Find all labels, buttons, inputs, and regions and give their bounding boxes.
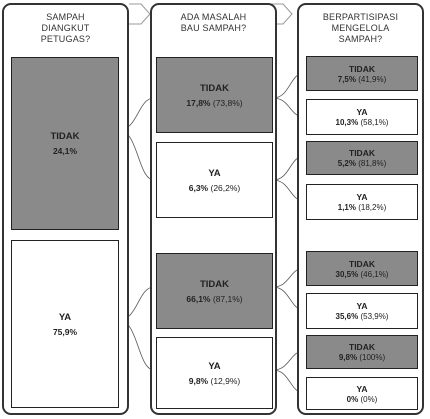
column-title-text: BERPARTISIPASI MENGELOLA SAMPAH? [322, 12, 399, 44]
node-label: YA [208, 167, 221, 179]
node-value-main: 30,5% [335, 269, 359, 279]
node-label: TIDAK [349, 258, 375, 269]
l1-ya-node: YA 75,9% [11, 240, 119, 408]
column-title-petugas: SAMPAH DIANGKUT PETUGAS? [2, 12, 129, 45]
node-value: 1,1% (18,2%) [338, 203, 386, 212]
l3-node-5: TIDAK 30,5% (46,1%) [306, 251, 418, 286]
node-value-sub: (87,1%) [212, 293, 243, 304]
node-label: YA [208, 360, 221, 372]
node-value: 5,2% (81,8%) [338, 159, 386, 168]
column-title-bau: ADA MASALAH BAU SAMPAH? [150, 12, 277, 34]
node-value: 9,8% (100%) [339, 353, 385, 362]
node-label: TIDAK [349, 63, 375, 74]
node-label: TIDAK [199, 82, 230, 94]
node-value: 9,8% (12,9%) [189, 376, 241, 386]
node-label: TIDAK [50, 131, 80, 142]
node-value-main: 24,1% [52, 146, 78, 156]
node-value-sub: (18,2%) [358, 203, 387, 212]
node-value: 66,1% (87,1%) [186, 294, 242, 304]
node-label: YA [356, 383, 368, 394]
node-value-sub: (81,8%) [358, 159, 387, 168]
node-value-sub: (53,9%) [360, 312, 389, 321]
column-title-text: ADA MASALAH BAU SAMPAH? [180, 12, 247, 33]
l2-node-2: YA 6,3% (26,2%) [156, 142, 273, 218]
l2-node-1: TIDAK 17,8% (73,8%) [156, 57, 273, 133]
node-value: 24,1% [53, 146, 77, 156]
node-label: TIDAK [199, 278, 230, 290]
node-value: 10,3% (58,1%) [336, 118, 389, 127]
node-value: 75,9% [53, 327, 77, 337]
l1-tidak-node: TIDAK 24,1% [11, 57, 119, 230]
l2-node-3: TIDAK 66,1% (87,1%) [156, 253, 273, 329]
node-label: YA [58, 311, 72, 323]
node-value-sub: (41,9%) [358, 74, 387, 84]
node-label: YA [356, 192, 368, 202]
node-value-main: 9,8% [188, 375, 209, 386]
node-value-sub: (0%) [360, 394, 378, 404]
column-arrow-1 [129, 3, 151, 25]
node-value-main: 6,3% [188, 182, 209, 193]
l3-node-2: YA 10,3% (58,1%) [306, 99, 418, 135]
node-value: 7,5% (41,9%) [338, 75, 386, 84]
l2-node-4: YA 9,8% (12,9%) [156, 337, 273, 409]
node-value-main: 10,3% [335, 118, 359, 127]
node-label: TIDAK [349, 342, 375, 352]
node-value-main: 75,9% [52, 326, 78, 337]
l3-node-7: TIDAK 9,8% (100%) [306, 335, 418, 369]
node-value: 35,6% (53,9%) [336, 312, 389, 321]
node-value-sub: (46,1%) [360, 269, 389, 279]
node-value-main: 7,5% [337, 74, 356, 84]
node-label: YA [356, 301, 368, 311]
node-value-sub: (100%) [359, 353, 386, 362]
node-value-main: 35,6% [335, 312, 359, 321]
l3-node-6: YA 35,6% (53,9%) [306, 293, 418, 329]
node-value-main: 17,8% [186, 97, 211, 108]
node-value: 6,3% (26,2%) [189, 183, 241, 193]
l3-node-3: TIDAK 5,2% (81,8%) [306, 141, 418, 175]
column-arrow-2 [271, 3, 293, 25]
node-value-main: 9,8% [338, 353, 358, 362]
node-value-sub: (58,1%) [360, 118, 389, 127]
node-value-sub: (12,9%) [210, 375, 241, 386]
node-value-main: 66,1% [186, 293, 211, 304]
node-value-main: 1,1% [337, 203, 356, 212]
column-title-partisipasi: BERPARTISIPASI MENGELOLA SAMPAH? [297, 12, 424, 45]
node-value: 0% (0%) [347, 395, 378, 404]
node-label: YA [356, 107, 368, 117]
node-value: 17,8% (73,8%) [186, 98, 242, 108]
l3-node-4: YA 1,1% (18,2%) [306, 184, 418, 220]
node-value: 30,5% (46,1%) [336, 270, 389, 279]
node-label: TIDAK [349, 148, 375, 158]
node-value-sub: (73,8%) [212, 97, 243, 108]
l3-node-8: YA 0% (0%) [306, 377, 418, 410]
node-value-sub: (26,2%) [210, 182, 241, 193]
l3-node-1: TIDAK 7,5% (41,9%) [306, 56, 418, 91]
column-title-text: SAMPAH DIANGKUT PETUGAS? [40, 12, 91, 44]
node-value-main: 0% [346, 394, 359, 404]
node-value-main: 5,2% [337, 159, 356, 168]
